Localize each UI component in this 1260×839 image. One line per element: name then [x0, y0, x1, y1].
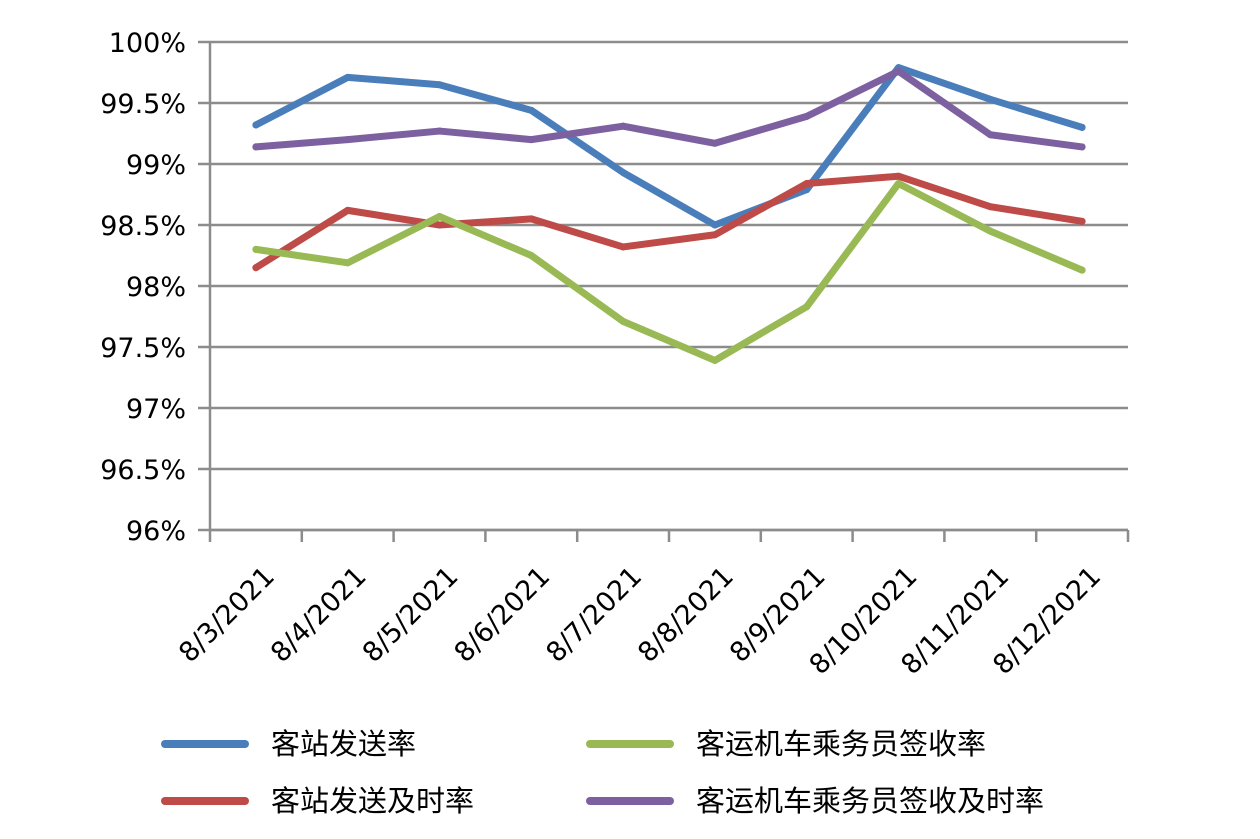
data-point	[986, 131, 994, 139]
data-point	[344, 136, 352, 144]
x-tick-label: 8/4/2021	[265, 561, 373, 669]
y-tick-label: 99.5%	[100, 89, 186, 120]
data-point	[1078, 266, 1086, 274]
data-point	[803, 112, 811, 120]
data-point	[1078, 123, 1086, 131]
data-point	[344, 259, 352, 267]
data-point	[436, 221, 443, 229]
legend-item: 客运机车乘务员签收率	[586, 727, 986, 761]
y-tick-label: 96%	[126, 516, 186, 547]
data-point	[895, 172, 902, 180]
data-point	[252, 143, 260, 151]
x-tick-labels: 8/3/20218/4/20218/5/20218/6/20218/7/2021…	[173, 561, 1107, 681]
data-point	[252, 245, 260, 253]
data-point	[344, 206, 352, 214]
y-tick-label: 99%	[126, 150, 186, 181]
data-point	[895, 67, 902, 75]
y-tick-label: 97.5%	[100, 333, 186, 364]
data-point	[252, 264, 260, 272]
data-point	[711, 356, 719, 364]
data-point	[986, 203, 994, 211]
legend-label: 客站发送及时率	[271, 784, 474, 818]
data-point	[711, 231, 719, 239]
data-point	[344, 73, 352, 81]
legend-item: 客运机车乘务员签收及时率	[586, 784, 1044, 818]
data-point	[436, 81, 443, 89]
legend-label: 客运机车乘务员签收率	[696, 727, 986, 761]
data-point	[711, 221, 719, 229]
legend-label: 客运机车乘务员签收及时率	[696, 784, 1044, 818]
data-point	[527, 215, 535, 223]
data-point	[895, 180, 902, 188]
legend-item: 客站发送及时率	[161, 784, 474, 818]
x-tick-label: 8/5/2021	[357, 561, 465, 669]
data-point	[1078, 217, 1086, 225]
series-lines	[252, 64, 1086, 364]
data-point	[527, 252, 535, 259]
y-tick-labels: 100% 99.5% 99% 98.5% 98% 97.5% 97% 96.5% 96%	[100, 28, 186, 547]
x-tick-label: 8/3/2021	[173, 561, 281, 669]
data-point	[527, 136, 535, 144]
series-line-3	[252, 180, 1086, 364]
x-tick-label: 8/8/2021	[632, 561, 740, 669]
y-tick-label: 100%	[109, 28, 186, 59]
data-point	[619, 122, 627, 130]
data-point	[1078, 143, 1086, 151]
axes	[198, 40, 1130, 542]
data-point	[986, 227, 994, 235]
data-point	[803, 180, 811, 188]
series-line-1	[252, 64, 1086, 229]
y-tick-label: 97%	[126, 394, 186, 425]
data-point	[619, 317, 627, 325]
data-point	[986, 95, 994, 103]
y-tick-label: 98.5%	[100, 211, 186, 242]
y-tick-label: 98%	[126, 272, 186, 303]
data-point	[803, 303, 811, 311]
data-point	[252, 121, 260, 129]
grid-lines	[210, 40, 1128, 532]
data-point	[711, 139, 719, 147]
data-point	[436, 127, 443, 135]
data-point	[619, 169, 627, 177]
x-tick-label: 8/6/2021	[449, 561, 557, 669]
legend-label: 客站发送率	[271, 727, 416, 761]
data-point	[436, 212, 443, 220]
x-tick-label: 8/7/2021	[540, 561, 648, 669]
data-point	[527, 106, 535, 114]
series-line-2	[252, 172, 1086, 272]
data-point	[619, 243, 627, 251]
series-line-4	[252, 67, 1086, 151]
legend-item: 客站发送率	[161, 727, 416, 761]
y-tick-label: 96.5%	[100, 455, 186, 486]
